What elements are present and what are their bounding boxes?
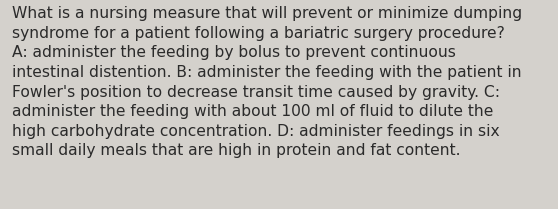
- Text: What is a nursing measure that will prevent or minimize dumping
syndrome for a p: What is a nursing measure that will prev…: [12, 6, 522, 158]
